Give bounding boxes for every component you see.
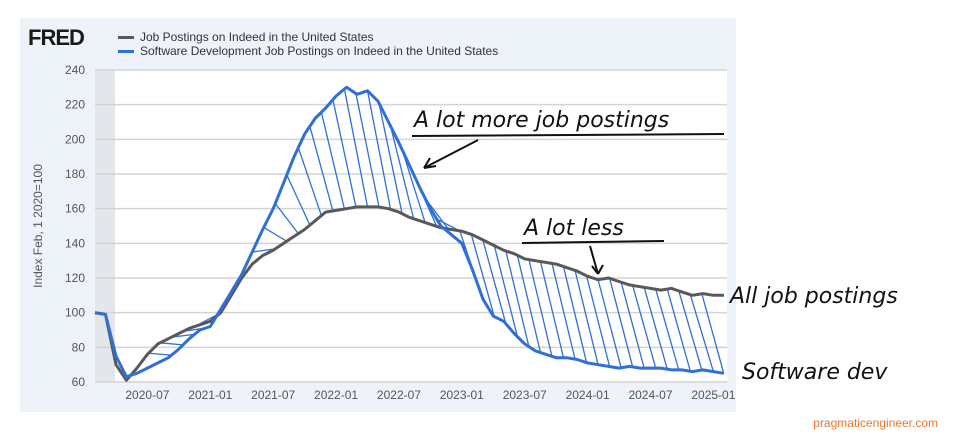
annotation-less: A lot less: [524, 216, 624, 241]
hatch-line: [274, 203, 299, 235]
legend-item-software: Software Development Job Postings on Ind…: [118, 44, 498, 58]
y-tick-label: 220: [65, 98, 85, 112]
x-tick-label: 2021-01: [188, 388, 232, 402]
hatch-line: [701, 293, 725, 374]
y-tick-label: 240: [65, 63, 85, 77]
hatch-line: [493, 245, 519, 337]
series-line-1: [94, 85, 725, 379]
hatch-line: [632, 285, 657, 369]
hatch-line: [574, 270, 599, 365]
hatch-line: [320, 112, 346, 210]
y-tick-label: 120: [65, 271, 85, 285]
annotation-underline: [411, 133, 725, 137]
hatch-line: [263, 226, 288, 242]
x-tick-label: 2024-01: [566, 388, 610, 402]
label-software-dev: Software dev: [742, 360, 888, 385]
y-tick-label: 160: [65, 202, 85, 216]
hatch-line: [562, 266, 588, 363]
legend-item-all-jobs: Job Postings on Indeed in the United Sta…: [118, 30, 374, 44]
hatch-line: [643, 287, 668, 370]
series-line-0: [94, 205, 724, 382]
x-tick-label: 2023-01: [440, 388, 484, 402]
x-tick-label: 2022-01: [314, 388, 358, 402]
credit-text: pragmaticengineer.com: [813, 416, 938, 430]
fred-logo: FRED: [28, 25, 85, 50]
y-tick-label: 200: [65, 132, 85, 146]
hatch-line: [332, 99, 357, 208]
legend-label: Job Postings on Indeed in the United Sta…: [140, 30, 374, 44]
hatch-line: [148, 352, 172, 356]
y-tick-label: 80: [72, 340, 86, 354]
y-axis-label: Index Feb, 1 2020=100: [31, 164, 45, 288]
hatch-line: [389, 126, 415, 219]
hatch-line: [159, 342, 184, 346]
annotation-underline: [521, 240, 665, 244]
hatch-line: [505, 250, 530, 347]
x-tick-label: 2022-07: [377, 388, 421, 402]
annotation-more: A lot more job postings: [414, 108, 670, 133]
hatch-line: [539, 261, 565, 358]
x-tick-label: 2024-07: [628, 388, 672, 402]
y-tick-label: 140: [65, 236, 85, 250]
hatch-line: [470, 234, 495, 317]
hatch-line: [286, 174, 311, 226]
hatch-line: [608, 278, 634, 368]
hatch-line: [689, 294, 714, 372]
hatch-line: [366, 90, 392, 210]
hatch-line: [378, 103, 403, 214]
x-tick-label: 2023-07: [503, 388, 547, 402]
x-tick-label: 2025-01: [691, 388, 735, 402]
hatch-line: [516, 255, 542, 353]
hatch-line: [551, 263, 576, 360]
pre-data-shade: [95, 70, 115, 382]
arrow-icon: [423, 139, 479, 169]
y-tick-label: 60: [72, 375, 86, 389]
hatch-line: [678, 290, 703, 371]
hatch-line: [655, 289, 680, 371]
hatch-line: [343, 88, 369, 208]
y-tick-label: 100: [65, 306, 85, 320]
hatch-line: [297, 147, 323, 216]
hatch-line: [597, 279, 622, 368]
legend-label: Software Development Job Postings on Ind…: [140, 44, 499, 58]
hatch-line: [252, 248, 276, 253]
hatch-line: [620, 281, 645, 369]
hatch-line: [309, 126, 334, 212]
x-tick-label: 2020-07: [125, 388, 169, 402]
hatch-line: [585, 275, 611, 367]
hatch-line: [528, 259, 553, 357]
arrow-icon: [589, 245, 604, 275]
y-tick-label: 180: [65, 167, 85, 181]
hatch-line: [401, 149, 426, 223]
legend-swatch: [118, 35, 134, 39]
hatch-line: [355, 93, 380, 208]
x-tick-label: 2021-07: [251, 388, 295, 402]
hatch-line: [482, 239, 507, 324]
label-all-jobs: All job postings: [730, 284, 898, 309]
legend-swatch: [118, 49, 134, 53]
hatch-line: [666, 288, 691, 372]
